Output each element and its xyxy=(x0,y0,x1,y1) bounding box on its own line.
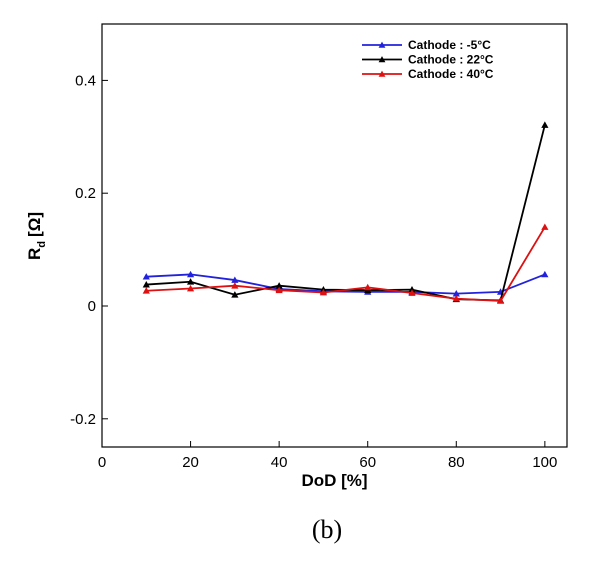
data-point xyxy=(231,276,239,283)
x-tick-label: 100 xyxy=(532,454,557,471)
data-point xyxy=(275,282,283,289)
series-line xyxy=(146,124,546,302)
data-point xyxy=(496,297,505,304)
data-point xyxy=(231,282,239,289)
legend-label: Cathode : -5°C xyxy=(408,38,491,52)
legend-marker xyxy=(378,41,386,48)
axis-ticks: 0 20 40 60 80 100 -0.2 0 0.2 0.4 xyxy=(70,72,557,471)
series-layer xyxy=(142,121,549,304)
legend-label: Cathode : 22°C xyxy=(408,53,494,67)
data-point xyxy=(142,273,150,280)
data-point xyxy=(408,286,416,293)
y-tick-label: 0 xyxy=(88,298,96,315)
series-line xyxy=(146,273,546,295)
figure-caption: (b) xyxy=(312,515,342,544)
y-tick-label: -0.2 xyxy=(70,411,96,428)
data-point xyxy=(186,270,195,278)
data-point xyxy=(186,278,195,285)
y-tick-label: 0.2 xyxy=(75,185,96,202)
plot-frame xyxy=(101,23,568,448)
data-point xyxy=(364,283,372,291)
legend-marker xyxy=(378,70,386,77)
legend-marker xyxy=(378,56,386,63)
data-point xyxy=(142,280,150,288)
y-axis-label-unit: [Ω] xyxy=(25,212,44,237)
data-point xyxy=(142,287,150,294)
y-axis-label-sub: d xyxy=(36,241,48,248)
data-point xyxy=(541,121,549,128)
legend-item: Cathode : 40°C xyxy=(362,67,494,81)
data-point xyxy=(452,289,460,297)
x-tick-label: 40 xyxy=(271,454,288,471)
legend-item: Cathode : 22°C xyxy=(362,53,494,67)
legend-item: Cathode : -5°C xyxy=(362,38,491,52)
x-tick-label: 60 xyxy=(359,454,376,471)
x-axis-label: DoD [%] xyxy=(301,471,367,490)
data-point xyxy=(541,223,549,230)
data-point xyxy=(408,289,416,296)
data-point xyxy=(186,284,195,292)
data-point xyxy=(275,286,283,294)
data-point xyxy=(319,288,328,296)
data-point xyxy=(452,295,460,302)
series-1 xyxy=(142,270,549,297)
legend-label: Cathode : 40°C xyxy=(408,67,494,81)
series-3 xyxy=(142,223,549,304)
y-axis-label-main: R xyxy=(25,248,44,260)
x-tick-label: 20 xyxy=(182,454,199,471)
y-tick-label: 0.4 xyxy=(75,72,96,89)
x-tick-label: 0 xyxy=(98,454,106,471)
y-axis-label: Rd [Ω] xyxy=(25,212,48,260)
x-tick-label: 80 xyxy=(448,454,465,471)
data-point xyxy=(541,270,549,278)
series-line xyxy=(146,226,546,302)
data-point xyxy=(231,291,239,298)
